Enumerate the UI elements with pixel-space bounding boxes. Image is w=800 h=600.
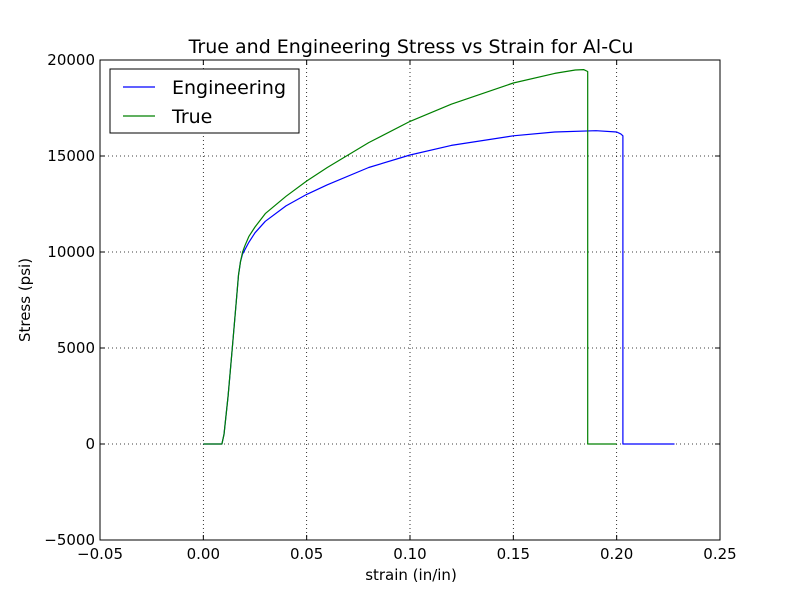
axis-ticks: −0.05 0.00 0.05 0.10 0.15 0.20 0.25 −5000 0 5000 1… [44,51,736,563]
y-tick-label: 10000 [47,243,95,261]
y-tick-label: −5000 [44,531,95,549]
series-lines [203,68,675,445]
x-tick-label: 0.15 [497,545,530,563]
x-tick-label: 0.00 [187,545,220,563]
series-line-engineering [203,130,675,445]
x-tick-label: −0.05 [77,545,123,563]
x-tick-label: 0.10 [393,545,426,563]
x-axis-label: strain (in/in) [365,566,457,584]
series-line-true [203,68,617,445]
legend-label: True [171,106,212,128]
x-tick-label: 0.20 [600,545,633,563]
y-axis-label: Stress (psi) [16,258,34,342]
x-tick-label: 0.05 [290,545,323,563]
chart-title: True and Engineering Stress vs Strain fo… [188,36,634,58]
y-tick-label: 20000 [47,51,95,69]
y-tick-label: 0 [85,435,95,453]
y-tick-label: 5000 [57,339,95,357]
legend-label: Engineering [172,77,286,99]
x-tick-label: 0.25 [703,545,736,563]
legend: Engineering True [109,68,300,134]
y-tick-label: 15000 [47,147,95,165]
legend-box [109,68,300,134]
